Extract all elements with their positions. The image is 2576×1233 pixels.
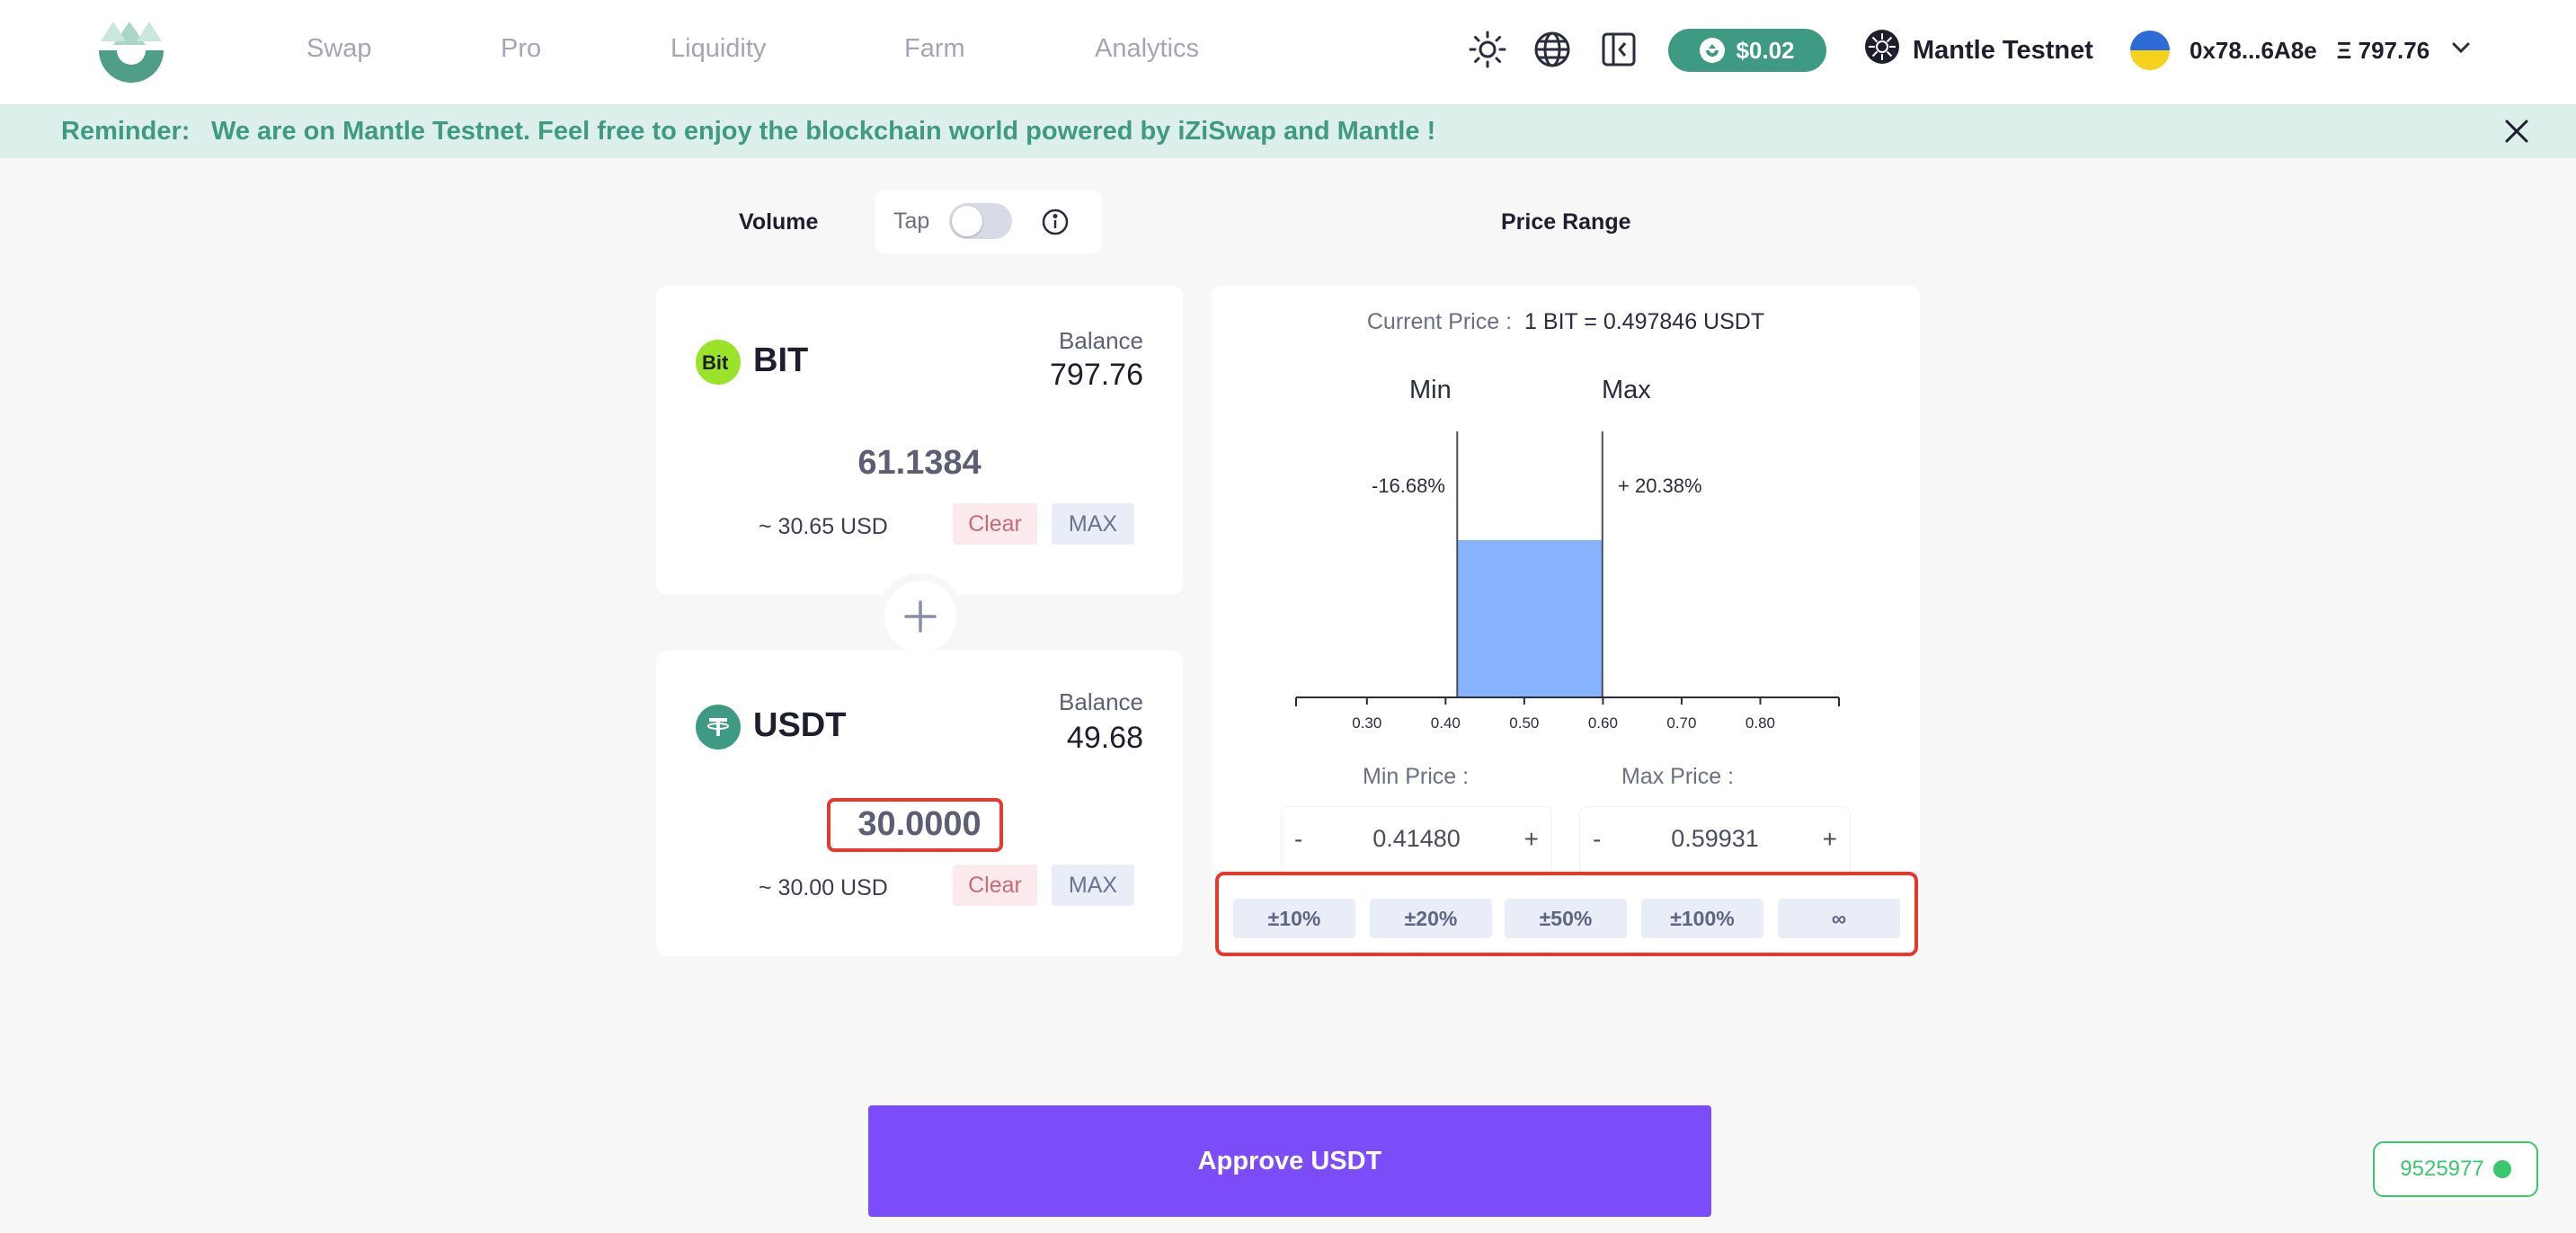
nav-analytics[interactable]: Analytics bbox=[1095, 34, 1200, 63]
svg-text:Bit: Bit bbox=[702, 351, 729, 374]
token-b-card: USDT Balance 49.68 30.0000 ~ 30.00 USD C… bbox=[656, 651, 1183, 956]
network-name: Mantle Testnet bbox=[1913, 35, 2093, 65]
block-number: 9525977 bbox=[2400, 1157, 2484, 1181]
token-a-balance: 797.76 bbox=[1050, 358, 1143, 392]
tap-label: Tap bbox=[893, 208, 930, 234]
price-range-title: Price Range bbox=[1501, 209, 1631, 235]
eth-symbol: Ξ bbox=[2336, 36, 2352, 64]
token-b-max-button[interactable]: MAX bbox=[1052, 865, 1134, 906]
token-price-pill[interactable]: $0.02 bbox=[1668, 29, 1826, 72]
tap-mode-box: Tap bbox=[875, 191, 1102, 253]
range-fill-area bbox=[1457, 540, 1603, 697]
x-tick-label: 0.30 bbox=[1352, 714, 1381, 732]
range-min-percent: -16.68% bbox=[1372, 475, 1445, 497]
token-a-max-button[interactable]: MAX bbox=[1052, 503, 1134, 545]
status-dot bbox=[2492, 1160, 2511, 1178]
range-presets: ±10% ±20% ±50% ±100% ∞ bbox=[1215, 872, 1918, 956]
account-address: 0x78...6A8e bbox=[2190, 36, 2317, 64]
token-b-amount-input[interactable]: 30.0000 bbox=[857, 805, 982, 843]
token-a-card: Bit BIT Balance 797.76 61.1384 ~ 30.65 U… bbox=[656, 286, 1183, 595]
network-selector[interactable]: Mantle Testnet bbox=[1864, 27, 2093, 74]
min-price-input[interactable]: 0.41480 bbox=[1372, 825, 1461, 852]
x-tick-label: 0.80 bbox=[1745, 714, 1775, 732]
x-tick-label: 0.60 bbox=[1588, 714, 1618, 732]
info-icon[interactable] bbox=[1039, 206, 1071, 238]
nav-liquidity[interactable]: Liquidity bbox=[671, 34, 767, 63]
preset-infinite-button[interactable]: ∞ bbox=[1778, 899, 1900, 938]
token-b-clear-button[interactable]: Clear bbox=[953, 865, 1037, 906]
banner-label: Reminder: bbox=[61, 117, 191, 146]
sidebar-collapse-icon[interactable] bbox=[1598, 29, 1639, 70]
preset-10-button[interactable]: ±10% bbox=[1233, 899, 1355, 938]
current-price: Current Price : 1 BIT = 0.497846 USDT bbox=[1212, 309, 1920, 335]
token-a-clear-button[interactable]: Clear bbox=[953, 503, 1037, 545]
banner-text: We are on Mantle Testnet. Feel free to e… bbox=[211, 117, 1436, 146]
izi-coin-icon bbox=[1700, 38, 1726, 63]
max-price-increment[interactable]: + bbox=[1822, 825, 1837, 853]
account-button[interactable]: 0x78...6A8e Ξ 797.76 bbox=[2130, 27, 2473, 74]
price-range-card: Current Price : 1 BIT = 0.497846 USDT Min… bbox=[1212, 286, 1920, 954]
preset-50-button[interactable]: ±50% bbox=[1505, 899, 1627, 938]
volume-title: Volume bbox=[739, 209, 819, 235]
x-tick-label: 0.40 bbox=[1431, 714, 1461, 732]
x-tick-label: 0.50 bbox=[1509, 714, 1539, 732]
bit-token-icon: Bit bbox=[696, 340, 741, 385]
mantle-network-icon bbox=[1864, 29, 1900, 72]
token-b-symbol: USDT bbox=[753, 706, 847, 744]
toggle-knob bbox=[952, 206, 982, 236]
current-price-value: 1 BIT = 0.497846 USDT bbox=[1524, 309, 1765, 334]
chevron-down-icon[interactable] bbox=[2449, 36, 2473, 66]
current-price-label: Current Price : bbox=[1366, 309, 1513, 334]
reminder-banner: Reminder: We are on Mantle Testnet. Feel… bbox=[0, 104, 2576, 158]
plus-icon bbox=[877, 573, 964, 660]
range-max-label: Max bbox=[1602, 376, 1651, 404]
min-price-stepper: - 0.41480 + bbox=[1282, 807, 1551, 875]
close-icon[interactable] bbox=[2499, 113, 2535, 149]
avatar bbox=[2130, 31, 2170, 70]
account-balance-value: 797.76 bbox=[2358, 36, 2430, 64]
top-header: Swap Pro Liquidity Farm Analytics bbox=[0, 0, 2576, 104]
block-number-badge: 9525977 bbox=[2373, 1141, 2538, 1197]
max-price-stepper: - 0.59931 + bbox=[1580, 807, 1850, 875]
preset-100-button[interactable]: ±100% bbox=[1641, 899, 1763, 938]
range-max-percent: + 20.38% bbox=[1618, 475, 1702, 497]
min-price-increment[interactable]: + bbox=[1523, 825, 1539, 853]
range-min-label: Min bbox=[1409, 376, 1452, 404]
token-a-balance-label: Balance bbox=[1059, 327, 1143, 354]
max-price-input[interactable]: 0.59931 bbox=[1671, 825, 1759, 852]
language-globe-icon[interactable] bbox=[1532, 29, 1573, 70]
token-b-balance: 49.68 bbox=[1066, 721, 1143, 755]
account-balance: Ξ 797.76 bbox=[2337, 37, 2430, 65]
usdt-token-icon bbox=[696, 705, 741, 750]
approve-usdt-button[interactable]: Approve USDT bbox=[868, 1105, 1711, 1217]
token-price-value: $0.02 bbox=[1736, 36, 1795, 64]
token-a-amount-input[interactable]: 61.1384 bbox=[857, 444, 982, 482]
theme-sun-icon[interactable] bbox=[1467, 29, 1508, 70]
nav-farm[interactable]: Farm bbox=[904, 34, 965, 63]
tap-toggle[interactable] bbox=[949, 203, 1012, 239]
amount-highlight-box bbox=[827, 798, 1003, 852]
price-range-chart[interactable]: 0.30 0.40 0.50 0.60 0.70 0.80 bbox=[1212, 286, 1920, 753]
max-price-label: Max Price : bbox=[1621, 764, 1735, 789]
token-a-usd-value: ~ 30.65 USD bbox=[759, 514, 888, 539]
token-a-symbol: BIT bbox=[753, 342, 809, 379]
token-b-usd-value: ~ 30.00 USD bbox=[759, 875, 888, 900]
iziswap-logo[interactable] bbox=[93, 14, 169, 86]
x-tick-label: 0.70 bbox=[1666, 714, 1696, 732]
min-price-decrement[interactable]: - bbox=[1294, 825, 1303, 853]
nav-swap[interactable]: Swap bbox=[306, 34, 372, 63]
max-price-decrement[interactable]: - bbox=[1593, 825, 1602, 853]
token-b-balance-label: Balance bbox=[1059, 688, 1143, 715]
min-price-label: Min Price : bbox=[1363, 764, 1470, 789]
nav-pro[interactable]: Pro bbox=[501, 34, 542, 63]
preset-20-button[interactable]: ±20% bbox=[1370, 899, 1492, 938]
